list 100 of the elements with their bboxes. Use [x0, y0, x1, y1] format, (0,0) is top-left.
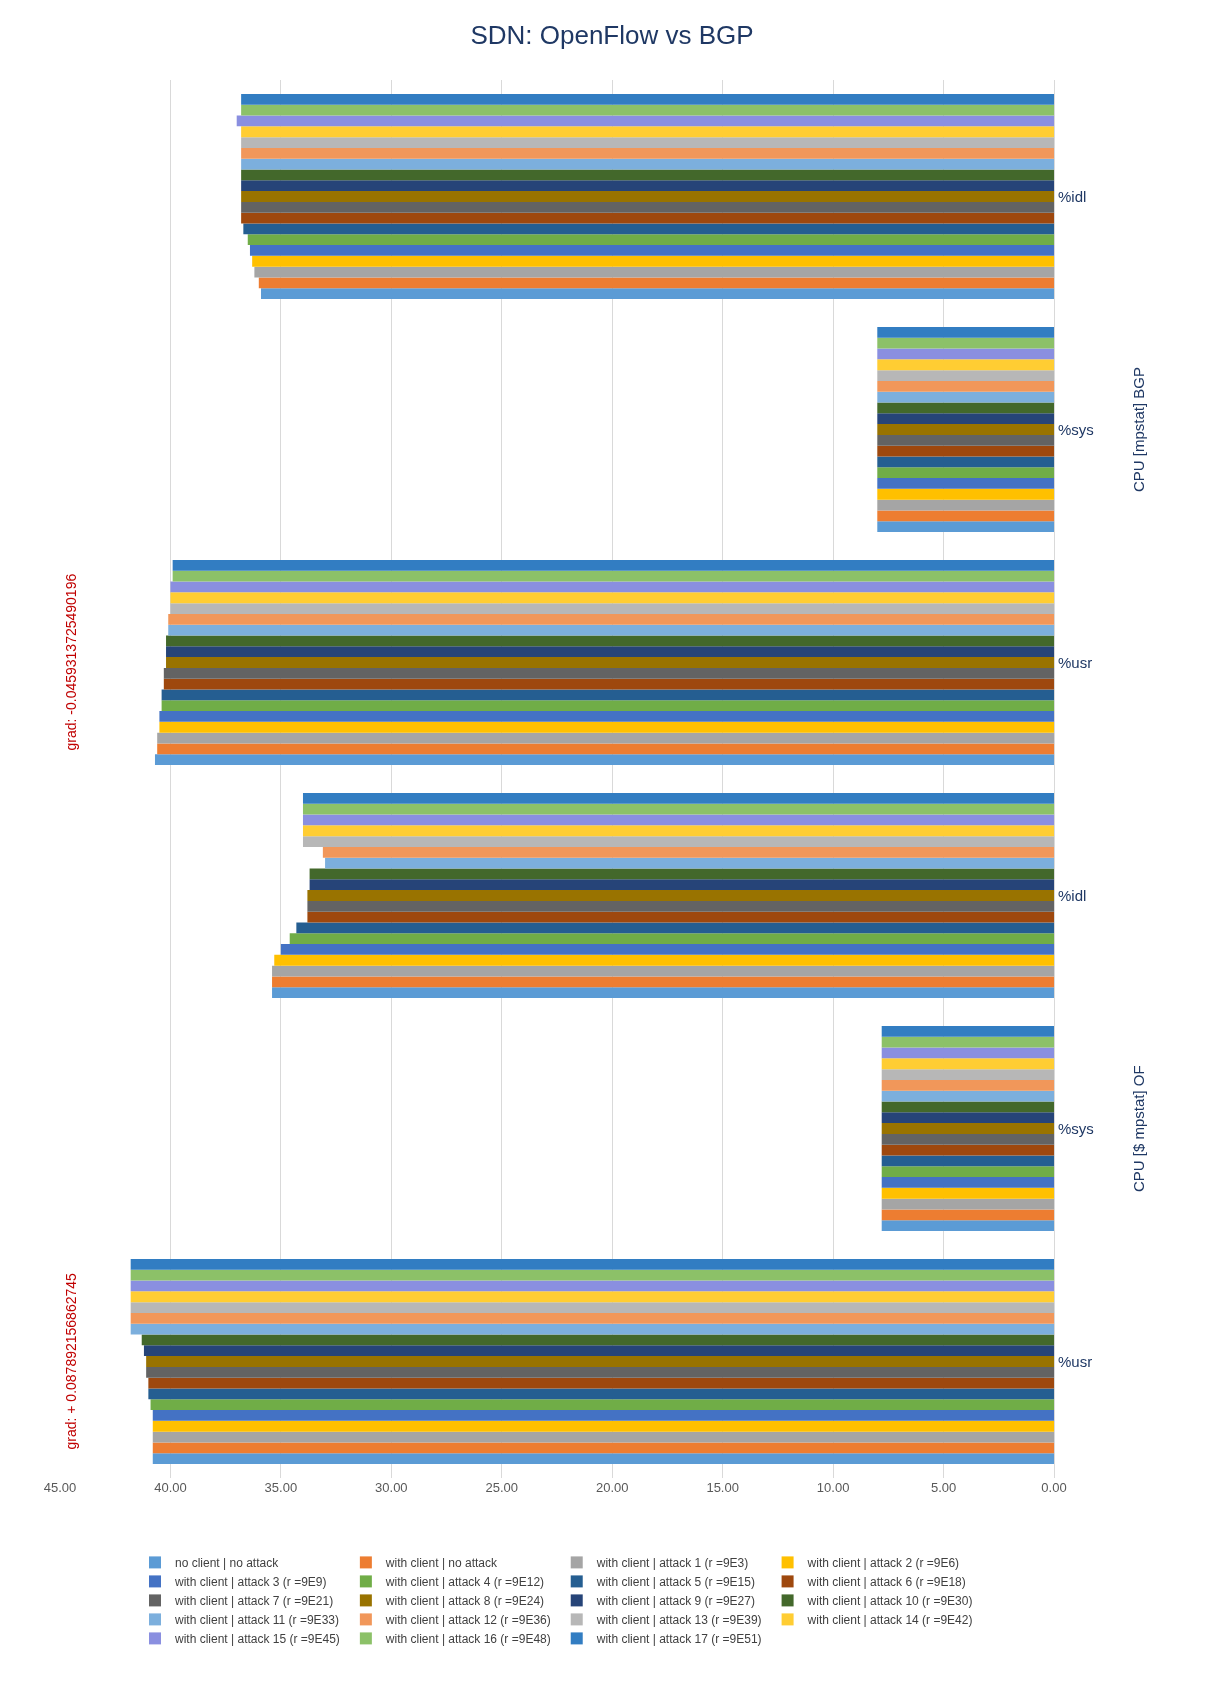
bar [130, 1312, 1054, 1324]
bar [241, 158, 1054, 170]
bar [877, 413, 1054, 425]
bar [877, 488, 1054, 500]
x-tick-label: 10.00 [816, 1480, 850, 1495]
bar [243, 223, 1054, 235]
x-tick-label: 25.00 [485, 1480, 519, 1495]
bar [881, 1187, 1054, 1199]
bar [241, 180, 1054, 192]
bar [881, 1069, 1054, 1080]
bar [272, 965, 1054, 977]
legend-label: with client | attack 7 (r =9E21) [174, 1594, 334, 1609]
bar [159, 711, 1054, 722]
bar [881, 1112, 1054, 1124]
bar [881, 1090, 1054, 1102]
bar [881, 1144, 1054, 1156]
bar [309, 879, 1054, 891]
bar [247, 234, 1054, 246]
bar [877, 456, 1054, 468]
bar [241, 147, 1054, 159]
legend-label: with client | attack 13 (r =9E39) [595, 1613, 762, 1628]
bar [159, 721, 1054, 733]
bar [302, 792, 1054, 804]
bar [172, 570, 1054, 582]
bar [302, 814, 1054, 826]
bar [130, 1291, 1054, 1303]
bar [258, 277, 1054, 289]
x-tick-label: 40.00 [154, 1480, 187, 1495]
legend-label: with client | attack 15 (r =9E45) [174, 1632, 340, 1647]
bar [241, 126, 1054, 138]
bar [148, 1377, 1054, 1389]
y-tick-label: %usr [1058, 1352, 1093, 1370]
bar [877, 380, 1054, 392]
bar [881, 1036, 1054, 1048]
bar [274, 954, 1054, 966]
bar [877, 391, 1054, 403]
legend-label: no client | no attack [175, 1556, 280, 1571]
bar [302, 803, 1054, 815]
text: CPU [$ mpstat] OF [1130, 1065, 1147, 1192]
bar [877, 478, 1054, 489]
bar [166, 635, 1054, 647]
bar [881, 1047, 1054, 1059]
legend-label: with client | attack 1 (r =9E3) [595, 1556, 749, 1571]
bar [881, 1198, 1054, 1210]
annotation: grad: -0.0459313725490196 [62, 573, 79, 751]
bar [157, 743, 1054, 755]
bar [280, 944, 1054, 955]
bar [881, 1079, 1054, 1091]
bar [152, 1442, 1054, 1454]
bar [249, 245, 1054, 256]
bar [881, 1123, 1054, 1134]
bar [877, 326, 1054, 338]
x-tick-label: 45.00 [43, 1480, 77, 1495]
legend-label: with client | no attack [384, 1556, 499, 1571]
bar [261, 288, 1054, 300]
y-tick-label: %idl [1058, 886, 1087, 904]
bar [877, 510, 1054, 522]
bar [241, 191, 1054, 202]
x-tick-label: 30.00 [375, 1480, 408, 1495]
bar [172, 559, 1054, 571]
bar [163, 667, 1054, 679]
bar [881, 1220, 1054, 1232]
bar [130, 1323, 1054, 1335]
bar [881, 1166, 1054, 1178]
x-tick-label: 15.00 [706, 1480, 739, 1495]
y-tick-label: %sys [1058, 1119, 1094, 1137]
bar [146, 1356, 1054, 1367]
bar [302, 836, 1054, 847]
legend-label: with client | attack 2 (r =9E6) [806, 1556, 960, 1571]
x-tick-label: 35.00 [264, 1480, 298, 1495]
bar [881, 1209, 1054, 1221]
bar [881, 1177, 1054, 1188]
bar [296, 922, 1054, 934]
bar [272, 976, 1054, 988]
bar [166, 646, 1054, 658]
bar [241, 137, 1054, 148]
legend-label: with client | attack 11 (r =9E33) [174, 1613, 339, 1628]
bar [325, 857, 1054, 869]
bar [152, 1453, 1054, 1465]
legend-label: with client | attack 14 (r =9E42) [806, 1613, 973, 1628]
bar [241, 93, 1054, 105]
bar [170, 603, 1054, 614]
bar [168, 613, 1054, 625]
bar [877, 434, 1054, 446]
legend-label: with client | attack 4 (r =9E12) [384, 1575, 545, 1590]
bar [322, 846, 1054, 858]
legend-label: with client | attack 9 (r =9E27) [595, 1594, 755, 1609]
bar [881, 1058, 1054, 1070]
bar [166, 657, 1054, 668]
bar [877, 467, 1054, 479]
bar [881, 1101, 1054, 1113]
bar [877, 402, 1054, 414]
bar [877, 348, 1054, 360]
bar [236, 115, 1054, 127]
legend-label: with client | attack 5 (r =9E15) [595, 1575, 755, 1590]
bar [877, 337, 1054, 349]
legend-label: with client | attack 10 (r =9E30) [806, 1594, 973, 1609]
legend-label: with client | attack 12 (r =9E36) [384, 1613, 551, 1628]
bar [877, 424, 1054, 435]
x-tick-label: 5.00 [930, 1480, 957, 1495]
